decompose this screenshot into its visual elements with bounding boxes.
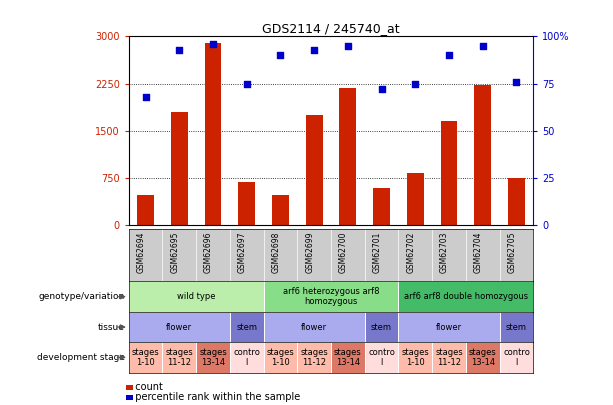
Text: stages
1-10: stages 1-10 [132, 348, 159, 367]
Point [410, 80, 420, 87]
Text: GSM62702: GSM62702 [406, 231, 415, 273]
Text: GSM62697: GSM62697 [238, 231, 246, 273]
Bar [196, 342, 230, 373]
Text: flower: flower [436, 322, 462, 332]
Text: tissue: tissue [98, 322, 124, 332]
Bar [466, 342, 500, 373]
Text: GSM62695: GSM62695 [170, 231, 179, 273]
Bar [230, 312, 264, 342]
Bar [129, 312, 230, 342]
Bar [230, 342, 264, 373]
Text: stages
11-12: stages 11-12 [435, 348, 463, 367]
Text: GSM62699: GSM62699 [305, 231, 314, 273]
Text: stages
1-10: stages 1-10 [402, 348, 429, 367]
Bar [205, 43, 221, 225]
Text: count: count [129, 382, 162, 392]
Point [444, 52, 454, 59]
Point [275, 52, 285, 59]
Text: GSM62696: GSM62696 [204, 231, 213, 273]
Bar [272, 195, 289, 225]
Bar [407, 173, 424, 225]
Text: stages
13-14: stages 13-14 [199, 348, 227, 367]
Text: flower: flower [166, 322, 192, 332]
Text: wild type: wild type [177, 292, 215, 301]
Point [511, 79, 521, 85]
Bar [238, 182, 255, 225]
Text: stages
13-14: stages 13-14 [334, 348, 362, 367]
Title: GDS2114 / 245740_at: GDS2114 / 245740_at [262, 22, 400, 35]
Point [174, 47, 184, 53]
Bar [441, 121, 457, 225]
Text: arf6 heterozygous arf8
homozygous: arf6 heterozygous arf8 homozygous [283, 287, 379, 306]
Bar [264, 312, 365, 342]
Text: development stage: development stage [37, 353, 124, 362]
Bar [432, 342, 466, 373]
Bar [500, 312, 533, 342]
Text: contro
l: contro l [503, 348, 530, 367]
Bar [365, 342, 398, 373]
Text: flower: flower [301, 322, 327, 332]
Bar [500, 342, 533, 373]
Text: stages
11-12: stages 11-12 [300, 348, 328, 367]
Point [343, 43, 352, 49]
Bar [171, 112, 188, 225]
Text: stages
13-14: stages 13-14 [469, 348, 497, 367]
Text: genotype/variation: genotype/variation [39, 292, 124, 301]
Bar [264, 281, 398, 312]
Bar [331, 342, 365, 373]
Bar [340, 88, 356, 225]
Bar [508, 178, 525, 225]
Text: percentile rank within the sample: percentile rank within the sample [129, 392, 300, 402]
Bar [373, 188, 390, 225]
Text: GSM62701: GSM62701 [373, 231, 381, 273]
Text: stages
11-12: stages 11-12 [166, 348, 193, 367]
Bar [129, 342, 162, 373]
Text: stem: stem [236, 322, 257, 332]
Point [208, 41, 218, 47]
Point [376, 86, 386, 92]
Text: stem: stem [506, 322, 527, 332]
Text: stem: stem [371, 322, 392, 332]
Text: GSM62705: GSM62705 [508, 231, 516, 273]
Text: GSM62694: GSM62694 [137, 231, 145, 273]
Bar [398, 342, 432, 373]
Bar [474, 85, 491, 225]
Text: GSM62704: GSM62704 [474, 231, 482, 273]
Text: contro
l: contro l [368, 348, 395, 367]
Text: GSM62698: GSM62698 [272, 231, 280, 273]
Bar [264, 342, 297, 373]
Point [140, 94, 150, 100]
Bar [398, 281, 533, 312]
Point [309, 47, 319, 53]
Bar [365, 312, 398, 342]
Bar [162, 342, 196, 373]
Bar [129, 281, 264, 312]
Text: arf6 arf8 double homozygous: arf6 arf8 double homozygous [404, 292, 528, 301]
Text: contro
l: contro l [234, 348, 260, 367]
Point [478, 43, 487, 49]
Point [242, 80, 251, 87]
Bar [398, 312, 500, 342]
Bar [306, 115, 322, 225]
Text: GSM62703: GSM62703 [440, 231, 449, 273]
Text: stages
1-10: stages 1-10 [267, 348, 294, 367]
Text: GSM62700: GSM62700 [339, 231, 348, 273]
Bar [297, 342, 331, 373]
Bar [137, 195, 154, 225]
